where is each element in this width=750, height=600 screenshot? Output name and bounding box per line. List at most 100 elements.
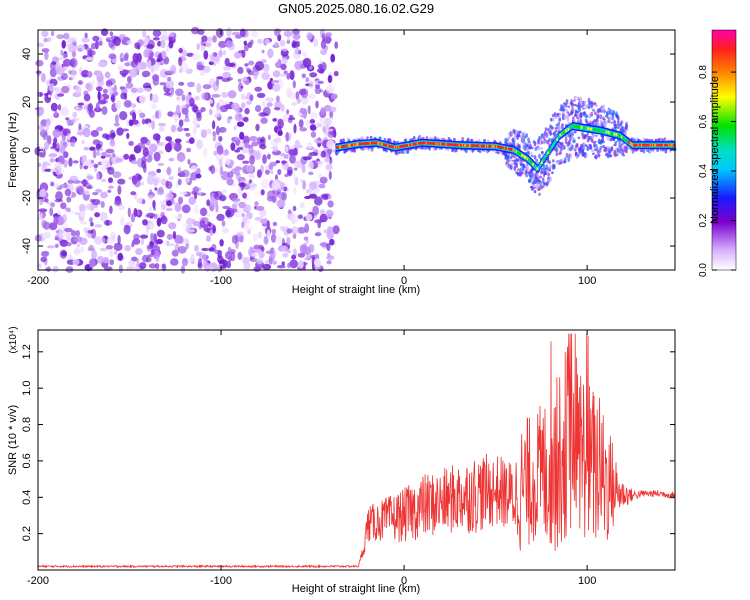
noise-speckle — [81, 37, 90, 43]
track-core — [553, 141, 555, 147]
track-halo — [353, 147, 357, 153]
top-y-tick-label: -40 — [21, 238, 33, 254]
noise-speckle — [167, 76, 172, 82]
noise-speckle — [286, 36, 291, 44]
noise-speckle — [291, 226, 299, 235]
track-halo — [558, 125, 562, 131]
noise-speckle — [137, 142, 146, 149]
track-peak — [445, 143, 448, 146]
noise-speckle — [123, 69, 131, 74]
noise-speckle — [209, 228, 214, 237]
noise-speckle — [272, 118, 278, 122]
noise-speckle — [126, 76, 132, 84]
track-peak — [455, 143, 458, 147]
track-peak — [658, 143, 661, 147]
noise-speckle — [137, 39, 144, 47]
noise-speckle — [141, 118, 146, 125]
track-peak — [562, 131, 565, 134]
track-peak — [530, 160, 532, 164]
track-core — [570, 124, 573, 130]
track-halo — [477, 139, 481, 143]
noise-speckle — [293, 123, 297, 134]
noise-speckle — [163, 92, 172, 96]
noise-speckle — [203, 50, 209, 60]
track-peak — [492, 145, 495, 148]
track-peak — [480, 144, 483, 148]
track-halo — [625, 121, 628, 128]
noise-speckle — [90, 159, 95, 164]
noise-speckle — [152, 74, 160, 82]
noise-speckle — [156, 229, 165, 238]
noise-speckle — [39, 188, 47, 198]
track-halo — [478, 149, 482, 154]
track-core — [542, 158, 544, 164]
noise-speckle — [318, 183, 326, 189]
noise-speckle — [114, 200, 123, 207]
track-halo — [590, 111, 594, 117]
noise-speckle — [187, 81, 195, 88]
noise-speckle — [234, 149, 241, 153]
colorbar-tick-label: 0.0 — [698, 263, 709, 277]
noise-speckle — [222, 71, 232, 79]
noise-speckle — [254, 104, 262, 113]
track-peak — [425, 141, 428, 145]
noise-speckle — [243, 40, 247, 46]
noise-speckle — [329, 238, 335, 246]
noise-speckle — [239, 131, 245, 140]
track-halo — [562, 145, 566, 150]
noise-speckle — [236, 146, 244, 151]
noise-speckle — [56, 34, 64, 40]
track-core — [606, 129, 609, 135]
track-core — [569, 125, 572, 131]
snr-line — [37, 333, 676, 569]
bottom-y-axis-label: SNR (10 * v/v) — [7, 405, 19, 475]
track-core — [557, 135, 560, 141]
track-halo — [515, 162, 519, 169]
noise-speckle — [113, 250, 118, 255]
noise-speckle — [109, 249, 114, 258]
noise-speckle — [149, 222, 155, 229]
track-halo — [535, 158, 539, 162]
noise-speckle — [301, 164, 306, 173]
noise-speckle — [210, 164, 216, 175]
noise-speckle — [160, 203, 167, 211]
track-halo — [537, 145, 540, 151]
noise-speckle — [226, 77, 233, 81]
noise-speckle — [109, 129, 116, 140]
noise-speckle — [266, 229, 271, 239]
noise-speckle — [65, 232, 72, 241]
snr-frame — [37, 329, 676, 571]
track-halo — [396, 140, 400, 144]
noise-speckle — [93, 163, 99, 168]
track-peak — [453, 143, 455, 147]
track-peak — [505, 147, 508, 150]
noise-speckle — [292, 205, 297, 212]
noise-speckle — [188, 196, 196, 205]
noise-speckle — [37, 162, 42, 167]
noise-speckle — [97, 61, 106, 68]
noise-speckle — [90, 130, 99, 137]
noise-speckle — [253, 244, 261, 250]
noise-speckle — [100, 201, 105, 208]
noise-speckle — [205, 235, 211, 242]
noise-speckle — [141, 199, 146, 205]
track-peak — [532, 162, 534, 166]
track-halo — [573, 95, 577, 101]
noise-speckle — [315, 121, 320, 129]
track-halo — [573, 148, 577, 152]
noise-speckle — [168, 176, 174, 181]
noise-speckle — [251, 252, 258, 257]
noise-speckle — [131, 160, 138, 165]
noise-speckle — [105, 80, 113, 87]
track-halo — [559, 150, 562, 155]
track-halo — [603, 118, 606, 121]
noise-speckle — [101, 106, 108, 115]
noise-speckle — [271, 228, 277, 235]
noise-speckle — [107, 189, 112, 193]
noise-speckle — [324, 156, 330, 163]
track-halo — [589, 144, 593, 150]
track-halo — [576, 153, 580, 158]
track-halo — [517, 168, 520, 171]
noise-speckle — [38, 125, 45, 130]
noise-speckle — [200, 45, 206, 51]
